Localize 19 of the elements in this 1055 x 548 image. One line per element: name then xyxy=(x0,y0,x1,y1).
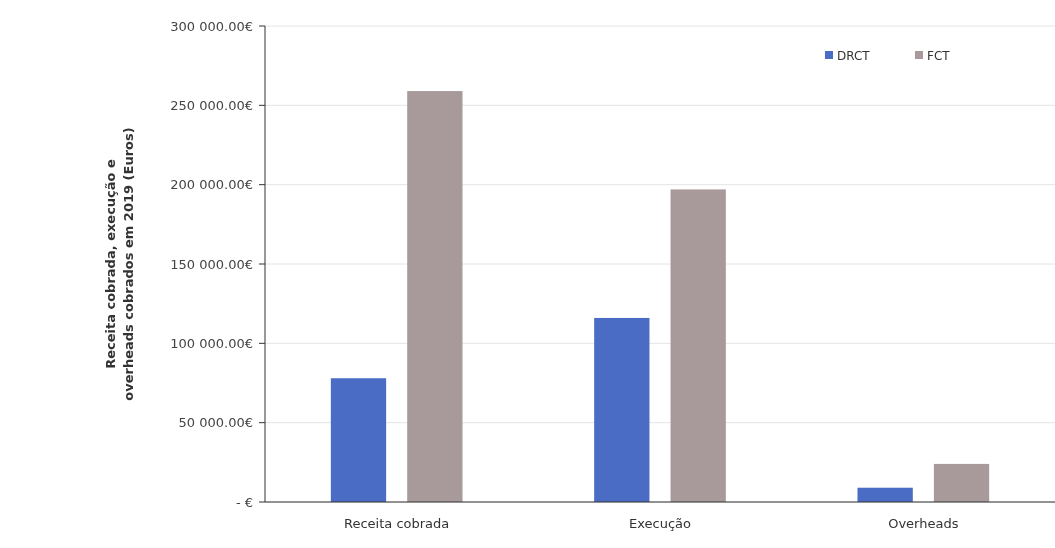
x-tick-label: Execução xyxy=(629,516,692,531)
legend-label: DRCT xyxy=(837,49,871,64)
y-axis-title: Receita cobrada, execução e overheads cobrados em 2019 (Euros) xyxy=(103,127,136,401)
bar xyxy=(857,487,913,502)
y-tick-label: - € xyxy=(235,494,253,510)
y-tick-label: 50 000.00€ xyxy=(178,415,253,431)
bar xyxy=(670,189,726,502)
y-tick-label: 200 000.00€ xyxy=(170,177,253,193)
legend-label: FCT xyxy=(927,49,951,64)
y-tick-label: 300 000.00€ xyxy=(170,18,253,34)
y-tick-label: 250 000.00€ xyxy=(170,97,253,113)
x-tick-label: Overheads xyxy=(888,516,959,531)
bar xyxy=(594,317,650,502)
bar xyxy=(407,91,463,502)
y-tick-label: 150 000.00€ xyxy=(170,256,253,272)
x-tick-label: Receita cobrada xyxy=(344,516,450,531)
bar xyxy=(330,378,387,502)
y-tick-label: 100 000.00€ xyxy=(170,335,253,351)
bar xyxy=(933,463,990,502)
